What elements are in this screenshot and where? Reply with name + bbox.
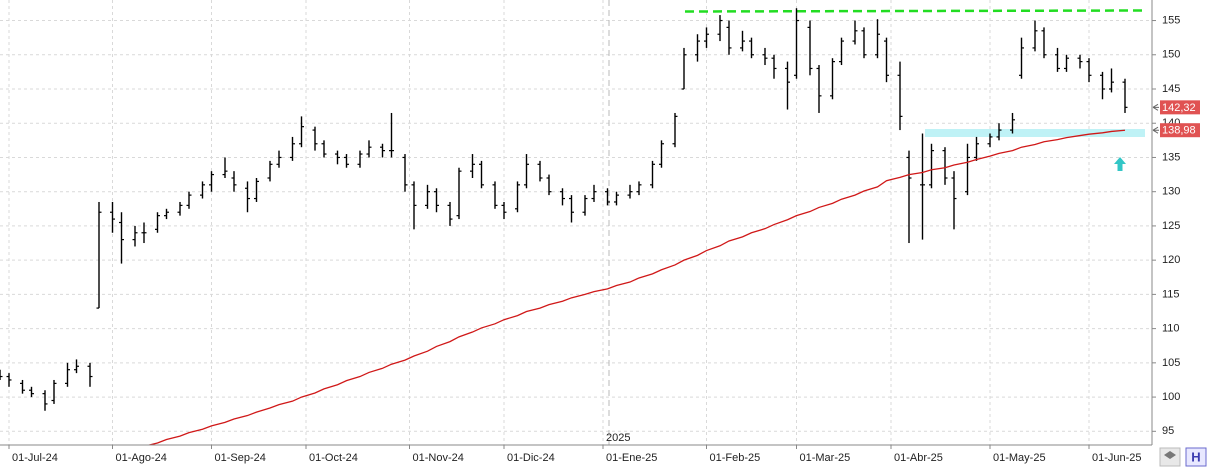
y-tick-label: 130 — [1162, 186, 1180, 198]
x-tick-label: 01-Ene-25 — [606, 452, 657, 464]
x-tick-label: 01-Jul-24 — [12, 452, 58, 464]
grid — [0, 0, 1152, 445]
plot — [0, 8, 1128, 445]
y-tick-label: 135 — [1162, 151, 1180, 163]
x-tick-label: 01-Sep-24 — [215, 452, 266, 464]
x-tick-label: 01-Nov-24 — [413, 452, 464, 464]
price-tag-label: 138,98 — [1162, 125, 1196, 137]
save-button[interactable] — [1185, 447, 1207, 467]
price-tag-pointer — [1152, 103, 1159, 111]
x-tick-label: 01-Feb-25 — [710, 452, 761, 464]
x-tick-label: 01-Abr-25 — [894, 452, 943, 464]
y-tick-label: 120 — [1162, 254, 1180, 266]
axes: 9510010511011512012513013514014515015501… — [8, 14, 1200, 464]
support-zone — [925, 129, 1145, 137]
y-tick-label: 105 — [1162, 357, 1180, 369]
y-tick-label: 155 — [1162, 14, 1180, 26]
x-tick-label: 01-Mar-25 — [800, 452, 851, 464]
y-tick-label: 150 — [1162, 49, 1180, 61]
price-tag — [1160, 123, 1200, 138]
y-tick-label: 125 — [1162, 220, 1180, 232]
up-arrow-icon — [1114, 157, 1126, 171]
tool-icon — [1164, 451, 1176, 459]
y-tick-label: 110 — [1162, 323, 1180, 335]
price-tag-label: 142,32 — [1162, 102, 1196, 114]
price-tag-pointer — [1152, 126, 1159, 134]
y-tick-label: 100 — [1162, 391, 1180, 403]
x-tick-label: 01-Ago-24 — [116, 452, 167, 464]
x-tick-label: 01-Oct-24 — [309, 452, 358, 464]
y-tick-label: 115 — [1162, 288, 1180, 300]
y-tick-label: 145 — [1162, 83, 1180, 95]
x-tick-label: 01-Dic-24 — [507, 452, 555, 464]
price-tag — [1160, 100, 1200, 115]
moving-average-line — [146, 129, 1126, 445]
save-icon: H — [1191, 449, 1200, 464]
resistance-line — [684, 9, 1143, 13]
x-tick-label: 01-Jun-25 — [1092, 452, 1142, 464]
year-label: 2025 — [606, 432, 630, 444]
x-tick-label: 01-May-25 — [993, 452, 1046, 464]
y-tick-label: 95 — [1162, 425, 1174, 437]
